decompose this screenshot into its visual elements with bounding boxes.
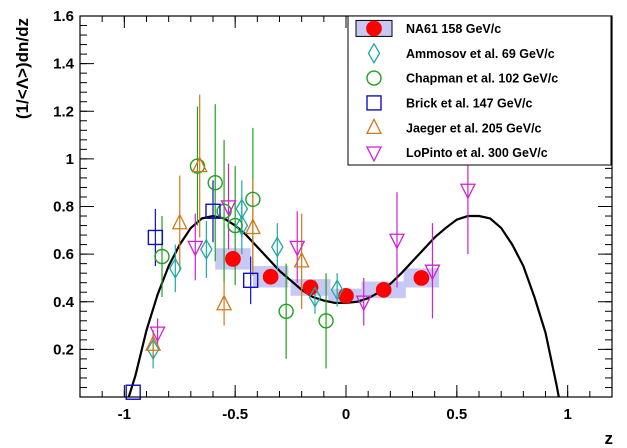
legend-marker bbox=[366, 95, 382, 111]
legend-entry: Chapman et al. 102 GeV/c bbox=[366, 70, 558, 86]
legend-marker bbox=[365, 117, 383, 135]
x-tick-label: 0 bbox=[342, 406, 350, 423]
data-point bbox=[302, 279, 319, 296]
legend-label: LoPinto et al. 300 GeV/c bbox=[406, 146, 548, 160]
data-point bbox=[191, 156, 208, 173]
model-curve-layer bbox=[127, 214, 560, 398]
data-point bbox=[145, 334, 162, 351]
y-tick-label: 1 bbox=[66, 151, 74, 168]
legend-entry: Ammosov et al. 69 GeV/c bbox=[367, 42, 555, 64]
legend-label: Ammosov et al. 69 GeV/c bbox=[406, 47, 555, 61]
legend-marker bbox=[366, 70, 382, 86]
legend-entry: NA61 158 GeV/c bbox=[355, 19, 501, 37]
data-point bbox=[459, 183, 476, 200]
data-point bbox=[146, 338, 160, 361]
data-point bbox=[338, 287, 354, 304]
data-point bbox=[355, 295, 372, 312]
data-point bbox=[244, 218, 261, 235]
y-tick-label: 0.2 bbox=[53, 341, 74, 358]
data-point bbox=[227, 217, 243, 234]
legend-box bbox=[347, 15, 612, 166]
x-tick-label: 0.5 bbox=[446, 406, 467, 423]
data-point bbox=[235, 198, 249, 220]
y-axis-title: (1/<Λ>)dn/dz bbox=[13, 18, 32, 119]
x-tick-label: 1 bbox=[563, 406, 571, 423]
y-tick-label: 0.8 bbox=[53, 199, 74, 216]
legend-entry: LoPinto et al. 300 GeV/c bbox=[365, 146, 548, 163]
data-point bbox=[225, 251, 241, 267]
data-point bbox=[149, 326, 166, 343]
data-point bbox=[308, 286, 322, 308]
axis-tick-labels: -1 -0.5 0 0.5 1 0.2 0.4 0.6 0.8 1 1.2 1.4 1.6 bbox=[53, 8, 572, 423]
data-point bbox=[293, 251, 310, 268]
data-point bbox=[147, 229, 164, 246]
data-point bbox=[220, 200, 237, 217]
data-point bbox=[216, 203, 232, 219]
data-point bbox=[289, 240, 306, 257]
legend-label: NA61 158 GeV/c bbox=[406, 22, 501, 36]
y-tick-label: 1.4 bbox=[53, 56, 75, 73]
data-point bbox=[245, 191, 261, 208]
na61-systematic-bands bbox=[215, 248, 440, 303]
data-point bbox=[424, 264, 441, 281]
data-point bbox=[375, 281, 392, 298]
legend-marker bbox=[366, 20, 382, 37]
legend-entry: Jaeger et al. 205 GeV/c bbox=[365, 117, 542, 135]
data-point bbox=[270, 236, 284, 258]
data-point bbox=[413, 270, 430, 286]
y-tick-label: 0.4 bbox=[53, 294, 75, 311]
legend-marker bbox=[367, 42, 381, 64]
legend-label: Chapman et al. 102 GeV/c bbox=[406, 72, 558, 86]
legend-label: Jaeger et al. 205 GeV/c bbox=[406, 121, 542, 135]
data-point bbox=[168, 257, 182, 280]
data-point bbox=[262, 268, 279, 285]
data-point bbox=[125, 384, 141, 400]
y-tick-label: 1.6 bbox=[53, 8, 74, 25]
x-axis-title: z bbox=[605, 429, 614, 448]
data-point bbox=[205, 203, 221, 219]
data-point bbox=[154, 248, 170, 265]
data-point bbox=[199, 238, 213, 261]
markers-layer bbox=[125, 156, 476, 400]
model-curve bbox=[127, 214, 560, 398]
data-point bbox=[171, 213, 188, 230]
data-point bbox=[318, 313, 334, 329]
y-tick-label: 0.6 bbox=[53, 246, 74, 263]
data-point bbox=[207, 174, 223, 191]
legend: NA61 158 GeV/c Ammosov et al. 69 GeV/c Cha… bbox=[347, 15, 612, 166]
x-tick-label: -0.5 bbox=[222, 406, 248, 423]
legend-label: Brick et al. 147 GeV/c bbox=[406, 96, 533, 110]
data-point bbox=[330, 279, 344, 301]
data-point bbox=[187, 240, 204, 257]
data-point bbox=[278, 303, 294, 319]
legend-entry: Brick et al. 147 GeV/c bbox=[366, 95, 533, 111]
data-point bbox=[216, 294, 233, 311]
legend-marker bbox=[365, 146, 383, 163]
x-tick-label: -1 bbox=[118, 406, 131, 423]
y-tick-label: 1.2 bbox=[53, 103, 74, 120]
data-point bbox=[235, 214, 249, 237]
data-point bbox=[242, 272, 259, 289]
data-point bbox=[388, 233, 406, 250]
